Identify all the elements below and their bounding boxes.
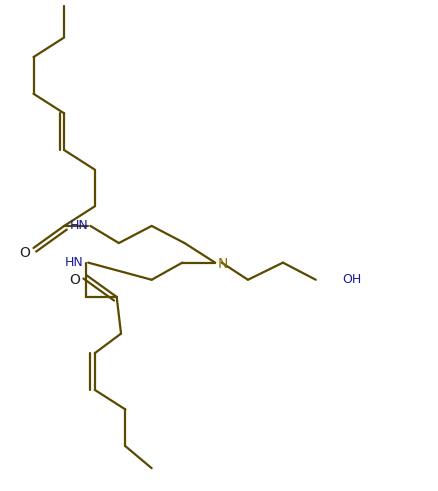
Text: O: O	[70, 273, 80, 287]
Text: HN: HN	[65, 256, 84, 269]
Text: OH: OH	[341, 273, 360, 286]
Text: N: N	[217, 257, 227, 271]
Text: HN: HN	[69, 219, 88, 232]
Text: O: O	[19, 246, 30, 260]
